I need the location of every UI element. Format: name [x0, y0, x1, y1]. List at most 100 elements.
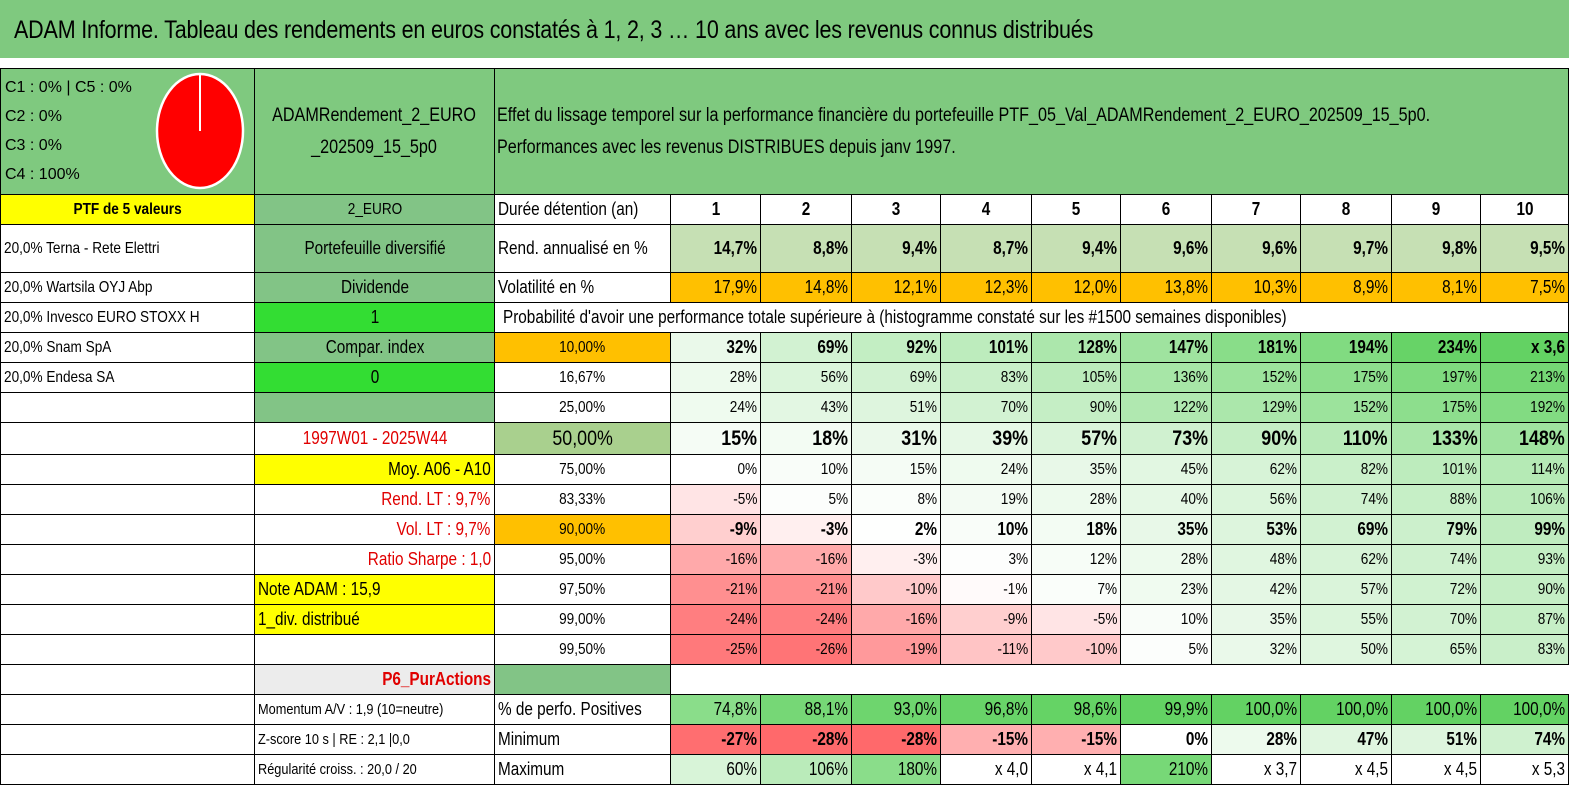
- dividend-label: Dividende: [254, 272, 495, 303]
- quantile-value: 181%: [1210, 332, 1302, 363]
- report-title-text: ADAM Informe. Tableau des rendements en …: [14, 16, 1094, 44]
- table-row: 25,00% 24% 43% 51% 70% 90% 122% 129% 152% 175% 192…: [0, 392, 1569, 423]
- quantile-value: 24%: [669, 392, 762, 423]
- table-row: 20,0% Wartsila OYJ Abp Dividende Volatilit…: [0, 272, 1569, 303]
- quantile-value: 70%: [1390, 604, 1482, 635]
- min-value: -15%: [940, 724, 1032, 755]
- quantile-value-text: 148%: [1519, 426, 1565, 450]
- quantile-prob: 97,50%: [493, 574, 671, 605]
- quantile-value: 19%: [940, 484, 1032, 515]
- quantile-value-text: -1%: [1003, 580, 1028, 598]
- quantile-value: 72%: [1390, 574, 1482, 605]
- quantile-value-text: 55%: [1360, 610, 1388, 628]
- quantile-prob: 99,00%: [493, 604, 671, 635]
- quantile-value: 35%: [1210, 604, 1302, 635]
- year-header-text: 9: [1431, 199, 1441, 219]
- quantile-value-text: 5%: [828, 490, 848, 508]
- year-header: 8: [1300, 194, 1392, 225]
- quantile-value: 43%: [760, 392, 852, 423]
- rend-value-text: 9,5%: [1530, 238, 1565, 258]
- quantile-value: 133%: [1390, 422, 1482, 455]
- empty-cell: [0, 694, 256, 725]
- quantile-value-text: 2%: [915, 519, 938, 539]
- quantile-value: 192%: [1480, 392, 1569, 423]
- min-value-text: 74%: [1534, 729, 1565, 749]
- year-header: 4: [940, 194, 1032, 225]
- vol-value-text: 12,1%: [893, 277, 938, 297]
- rend-value: 9,8%: [1390, 224, 1482, 273]
- moy-label: Moy. A06 - A10: [254, 454, 495, 485]
- quantile-value: 65%: [1390, 634, 1482, 665]
- table-row: 1997W01 - 2025W44 50,00% 15% 18% 31% 39% 57% 73…: [0, 422, 1569, 455]
- rend-value-text: 8,8%: [812, 238, 848, 258]
- quantile-value: -16%: [669, 544, 762, 575]
- max-value-text: x 3,7: [1264, 759, 1298, 779]
- rend-value-text: 9,6%: [1262, 238, 1298, 258]
- quantile-value: 31%: [850, 422, 942, 455]
- prob-label-text: Probabilité d'avoir une performance tota…: [502, 307, 1287, 327]
- vol-lt: Vol. LT : 9,7%: [254, 514, 495, 545]
- quantile-value: 45%: [1120, 454, 1212, 485]
- pie-legend-item: C2 : 0%: [5, 108, 62, 125]
- year-header-text: 6: [1161, 199, 1171, 219]
- quantile-value-text: 175%: [1442, 398, 1478, 416]
- quantile-value-text: -9%: [1003, 610, 1028, 628]
- vol-value-text: 8,1%: [1442, 277, 1478, 297]
- quantile-value: 32%: [1210, 634, 1302, 665]
- empty-cell: [254, 634, 495, 665]
- vol-value-text: 7,5%: [1530, 277, 1565, 297]
- currency-label: 2_EURO: [254, 194, 495, 225]
- quantile-value-text: 50%: [1360, 640, 1388, 658]
- table-row: 99,50% -25% -26% -19% -11% -10% 5% 32% 50% 65% 83%: [0, 634, 1569, 665]
- quantile-value-text: -9%: [730, 519, 758, 539]
- vol-lt-text: Vol. LT : 9,7%: [396, 519, 491, 539]
- min-value: -27%: [669, 724, 762, 755]
- vol-value: 8,9%: [1300, 272, 1392, 303]
- quantile-value-text: 73%: [1172, 426, 1208, 450]
- year-header-text: 3: [891, 199, 901, 219]
- quantile-value-text: 192%: [1530, 398, 1565, 416]
- max-value: 60%: [669, 754, 762, 785]
- compar-value: 0: [254, 362, 495, 393]
- rend-value-text: 9,8%: [1442, 238, 1478, 258]
- table-row: 1_div. distribué 99,00% -24% -24% -16% -9% -5%…: [0, 604, 1569, 635]
- quantile-value: -11%: [940, 634, 1032, 665]
- quantile-value: 28%: [1120, 544, 1212, 575]
- min-value-text: 28%: [1266, 729, 1298, 749]
- dividend-label-text: Dividende: [340, 277, 409, 297]
- quantile-value: 35%: [1120, 514, 1212, 545]
- rend-value-text: 9,6%: [1172, 238, 1208, 258]
- quantile-value: 32%: [669, 332, 762, 363]
- quantile-value-text: 133%: [1431, 426, 1478, 450]
- pos-value-text: 98,6%: [1073, 699, 1118, 719]
- quantile-value-text: 42%: [1270, 580, 1298, 598]
- quantile-value-text: 90%: [1537, 580, 1565, 598]
- min-value: 51%: [1390, 724, 1482, 755]
- min-value-text: -28%: [812, 729, 848, 749]
- quantile-value: 56%: [760, 362, 852, 393]
- sharpe-ratio: Ratio Sharpe : 1,0: [254, 544, 495, 575]
- max-value-text: x 4,1: [1084, 759, 1118, 779]
- min-label-text: Minimum: [497, 729, 560, 749]
- quantile-value-text: 28%: [730, 368, 758, 386]
- quantile-value: 69%: [850, 362, 942, 393]
- quantile-value: -24%: [760, 604, 852, 635]
- period-label-text: 1997W01 - 2025W44: [302, 428, 447, 448]
- moy-label-text: Moy. A06 - A10: [388, 459, 491, 479]
- holding-item-text: 20,0% Terna - Rete Elettri: [4, 239, 160, 257]
- year-header-text: 2: [801, 199, 811, 219]
- pie-legend: C1 : 0% | C5 : 0% C2 : 0% C3 : 0% C4 : 1…: [5, 73, 132, 189]
- quantile-value-text: x 3,6: [1530, 337, 1565, 357]
- quantile-value-text: 129%: [1262, 398, 1298, 416]
- table-row: 20,0% Endesa SA 0 16,67% 28% 56% 69% 83% 105% 13…: [0, 362, 1569, 393]
- max-value-text: 60%: [726, 759, 758, 779]
- pos-value-text: 100,0%: [1425, 699, 1478, 719]
- quantile-value-text: 28%: [1180, 550, 1208, 568]
- quantile-value: -19%: [850, 634, 942, 665]
- quantile-value: -1%: [940, 574, 1032, 605]
- holding-item-text: 20,0% Wartsila OYJ Abp: [4, 278, 153, 296]
- quantile-value-text: 62%: [1270, 460, 1298, 478]
- holding-item: 20,0% Invesco EURO STOXX H: [0, 302, 256, 333]
- quantile-value-text: 39%: [992, 426, 1028, 450]
- table-row: Momentum A/V : 1,9 (10=neutre) % de perfo…: [0, 694, 1569, 725]
